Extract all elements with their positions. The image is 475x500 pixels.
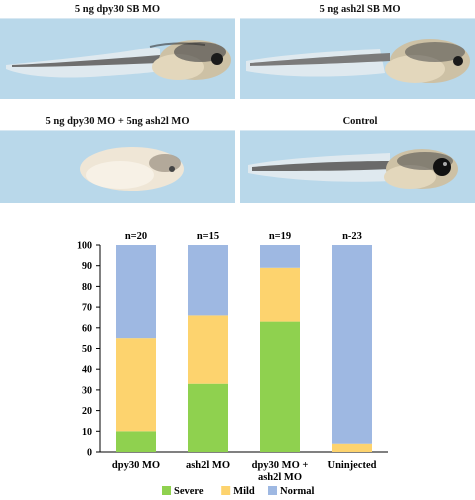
category-label: dpy30 MO +: [252, 460, 309, 471]
category-label: ash2l MO: [258, 472, 302, 483]
tadpole-image-double-morphant: [0, 130, 235, 203]
y-tick-label: 50: [82, 344, 92, 355]
legend-swatch-severe: [162, 486, 171, 495]
y-tick-label: 100: [77, 241, 92, 252]
panel-title-control: Control: [342, 116, 378, 127]
sample-size-label: n=15: [197, 231, 219, 242]
chart-legend: Severe Mild Normal: [162, 486, 314, 497]
y-tick-label: 40: [82, 365, 92, 376]
sample-size-label: n=19: [269, 231, 291, 242]
tadpole-image-dpy30-morphant: [0, 18, 235, 99]
bar-segment-severe: [188, 383, 228, 452]
y-tick-label: 10: [82, 427, 92, 438]
category-label: dpy30 MO: [112, 460, 160, 471]
legend-swatch-mild: [221, 486, 231, 495]
bar-segment-severe: [116, 431, 156, 452]
chart-bars: [116, 245, 372, 452]
tadpole-image-control: [240, 130, 475, 203]
category-label: ash2l MO: [186, 460, 230, 471]
legend-label-mild: Mild: [233, 486, 255, 497]
tadpole-image-ash2l-morphant: [240, 18, 475, 99]
panel-title-ash2l: 5 ng ash2l SB MO: [319, 4, 401, 15]
bar-segment-mild: [260, 267, 300, 322]
bar-segment-mild: [116, 338, 156, 432]
bar-segment-mild: [188, 315, 228, 384]
y-tick-label: 70: [82, 303, 92, 314]
legend-swatch-normal: [268, 486, 277, 495]
y-tick-label: 90: [82, 261, 92, 272]
legend-label-normal: Normal: [280, 486, 314, 497]
y-tick-label: 60: [82, 323, 92, 334]
chart-axes: 0 10 20 30 40 50 60 70 80 90 100: [77, 241, 388, 459]
bar-segment-normal: [188, 245, 228, 316]
category-label: Uninjected: [328, 460, 377, 471]
bar-segment-mild: [332, 443, 372, 452]
y-tick-label: 80: [82, 282, 92, 293]
y-tick-label: 20: [82, 406, 92, 417]
sample-size-label: n-23: [342, 231, 362, 242]
phenotype-stacked-bar-chart: 0 10 20 30 40 50 60 70 80 90 100 n=20 dpy30 MO n=15 a…: [77, 231, 388, 497]
bar-segment-normal: [332, 245, 372, 444]
bar-segment-severe: [260, 321, 300, 452]
panel-title-dpy30: 5 ng dpy30 SB MO: [74, 4, 161, 15]
y-tick-label: 0: [87, 448, 92, 459]
bar-segment-normal: [260, 245, 300, 268]
bar-segment-normal: [116, 245, 156, 339]
panel-title-double: 5 ng dpy30 MO + 5ng ash2l MO: [45, 116, 190, 127]
sample-size-label: n=20: [125, 231, 147, 242]
y-tick-label: 30: [82, 385, 92, 396]
legend-label-severe: Severe: [174, 486, 204, 497]
